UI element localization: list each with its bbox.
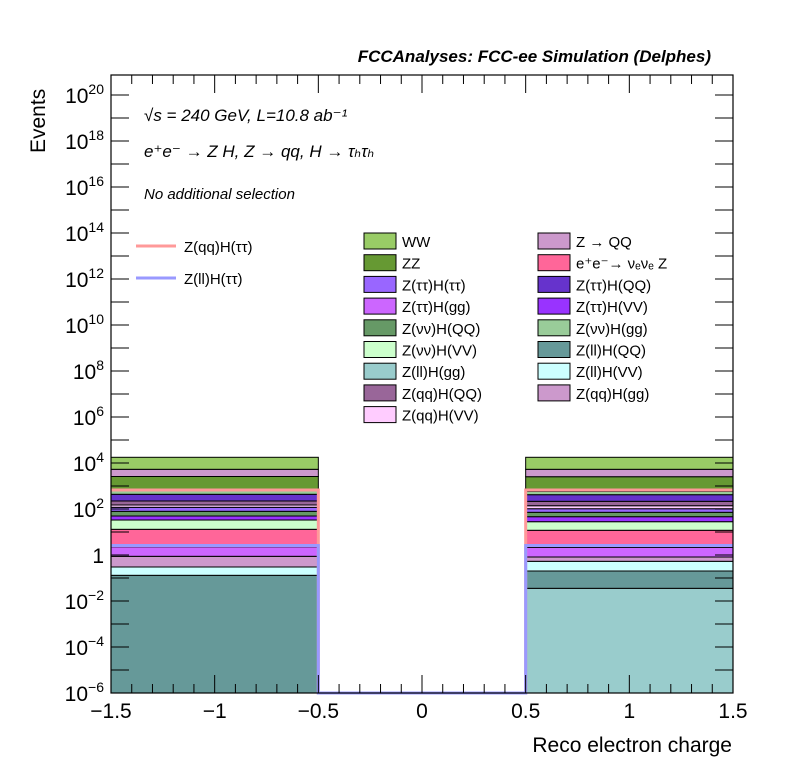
x-tick-label: −1.5 [90,700,131,723]
legend-swatch [363,297,397,315]
y-tick-label: 1018 [65,127,104,154]
x-tick-label: 1 [623,700,635,723]
legend-entry-label: Z(νν)H(QQ) [402,321,480,338]
y-tick-label: 104 [73,449,104,476]
x-tick-label: 0 [416,700,428,723]
stack-bar [525,456,734,470]
stack-bar [110,574,319,694]
x-tick-label: 1.5 [718,700,747,723]
legend-swatch [363,384,397,402]
legend-entry-label: Z(ττ)H(ττ) [402,277,466,294]
legend-swatch [537,232,571,250]
x-tick-label: −1 [203,700,227,723]
stack-bar [110,519,319,530]
legend-entry-label: Z(ll)H(QQ) [576,343,646,360]
legend-swatch [363,406,397,424]
x-tick-label: −0.5 [298,700,339,723]
y-tick-label: 1010 [65,311,104,338]
legend-swatch [537,341,571,358]
y-tick-label: 1014 [65,219,104,246]
legend-entry-label: Z(qq)H(VV) [402,408,479,425]
legend-entry-label: Z(νν)H(VV) [402,343,477,360]
legend-entry-label: Z(qq)H(QQ) [402,386,482,403]
legend-swatch [363,341,397,358]
y-tick-label: 10−2 [65,587,105,614]
legend-entry-label: Z(ττ)H(gg) [402,299,471,316]
annotation-energy-lumi: √s = 240 GeV, L=10.8 ab⁻¹ [144,106,348,125]
legend-entry-label: WW [402,234,431,251]
legend-entry-label: Z(ll)H(ττ) [184,271,243,288]
legend-swatch [363,254,397,272]
legend-swatch [537,254,571,272]
legend-swatch [537,362,571,380]
y-tick-label: 1 [92,545,104,568]
chart-title: FCCAnalyses: FCC-ee Simulation (Delphes) [358,47,712,66]
y-tick-label: 102 [73,495,104,522]
legend: Z(qq)H(ττ) Z(ll)H(ττ) WW ZZ Z(ττ)H(ττ) Z(ττ)H… [136,232,667,425]
y-tick-label: 1016 [65,173,104,200]
stack-bar [525,556,734,562]
stack-bar [525,560,734,572]
stack-bar [525,521,734,531]
legend-entry-label: ZZ [402,256,420,273]
stack-bar [110,546,319,557]
stack-bar [110,468,319,478]
annotation-process: e⁺e⁻ → Z H, Z → qq, H → τₕτₕ [144,142,374,161]
y-tick-label: 10−6 [65,679,105,706]
legend-entry-label: Z(ll)H(gg) [402,364,465,381]
legend-swatch [537,275,571,293]
legend-entry-label: e⁺e⁻→ νₑνₑ Z [576,256,667,273]
stack-bar [525,494,734,502]
legend-swatch [363,319,397,337]
legend-entry-label: Z(ll)H(VV) [576,364,643,381]
stack-bar [110,456,319,470]
axis-ticks: −1.5 −1 −0.5 0 0.5 1 1.5 10−6 10−4 10−2 1 102 104 106… [65,75,748,723]
stack-bar [525,508,734,513]
legend-entry-label: Z → QQ [576,234,632,251]
stack-bar [525,516,734,523]
stacked-bars [110,456,734,694]
stack-bar [110,515,319,521]
stack-bar [110,476,319,491]
stack-bar [525,500,734,507]
stack-bar [525,511,734,518]
legend-swatch [363,362,397,380]
stack-bar [525,546,734,558]
stack-bar [525,468,734,478]
stack-bar [110,493,319,502]
stack-bar [110,555,319,568]
legend-entry-label: Z(qq)H(ττ) [184,239,253,256]
y-tick-label: 1020 [65,81,104,108]
x-tick-label: 0.5 [511,700,540,723]
stack-bar [110,566,319,576]
y-tick-label: 1012 [65,265,104,292]
y-tick-label: 10−4 [65,633,105,660]
x-axis-label: Reco electron charge [532,734,732,757]
legend-entry-label: Z(qq)H(gg) [576,386,649,403]
legend-swatch [363,275,397,293]
stack-bar [110,510,319,517]
legend-entry-label: Z(ττ)H(VV) [576,299,648,316]
y-tick-label: 106 [73,403,104,430]
legend-entry-label: Z(ττ)H(QQ) [576,277,651,294]
legend-swatch [537,297,571,315]
y-tick-label: 108 [73,357,104,384]
legend-swatch [537,319,571,337]
stack-bar [525,570,734,589]
legend-swatch [363,232,397,250]
stack-bar [110,506,319,512]
annotation-selection: No additional selection [144,186,295,203]
stack-bar [525,490,734,496]
y-axis-label: Events [27,89,50,153]
stack-bar [110,500,319,506]
legend-swatch [537,384,571,402]
legend-entry-label: Z(νν)H(gg) [576,321,648,338]
